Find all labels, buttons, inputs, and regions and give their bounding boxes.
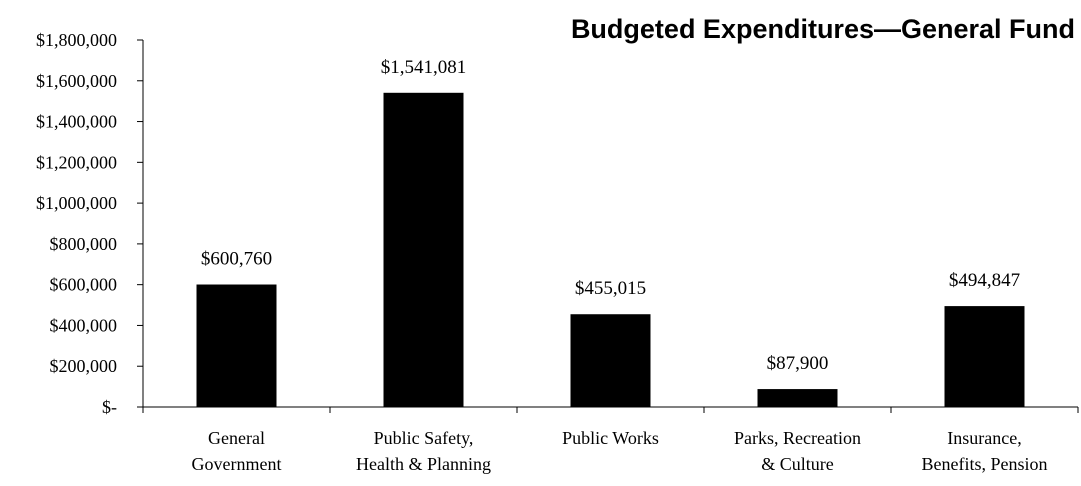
y-tick-label: $1,600,000 [36,71,117,91]
bar [196,284,277,407]
y-tick-label: $1,000,000 [36,193,117,213]
x-tick-label: & Culture [761,454,834,474]
bar [383,92,464,407]
y-tick-label: $600,000 [50,275,118,295]
bar [757,389,838,407]
data-label: $1,541,081 [381,57,467,78]
x-tick-label: Health & Planning [356,454,491,474]
x-tick-label: Government [192,454,282,474]
y-tick-label: $400,000 [50,315,118,335]
bar [570,314,651,407]
data-label: $494,847 [949,270,1020,291]
x-tick-label: General [208,428,265,448]
data-label: $455,015 [575,278,646,299]
y-tick-label: $1,800,000 [36,30,117,50]
y-tick-label: $800,000 [50,234,118,254]
x-tick-label: Public Works [562,428,659,448]
bar [944,306,1025,407]
y-tick-label: $200,000 [50,356,118,376]
y-tick-label: $1,200,000 [36,152,117,172]
y-tick-label: $1,400,000 [36,112,117,132]
data-label: $600,760 [201,249,272,270]
x-tick-label: Benefits, Pension [922,454,1048,474]
x-tick-label: Insurance, [947,428,1021,448]
x-tick-label: Public Safety, [374,428,474,448]
x-tick-label: Parks, Recreation [734,428,861,448]
y-tick-label: $- [102,397,117,417]
chart-title: Budgeted Expenditures—General Fund [570,14,1075,44]
data-label: $87,900 [767,353,829,374]
